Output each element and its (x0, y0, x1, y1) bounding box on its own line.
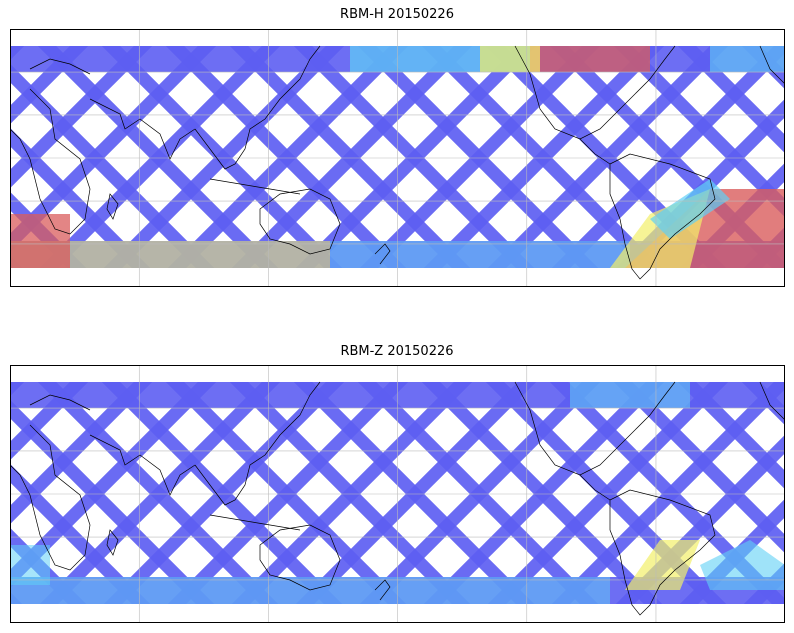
graticule (10, 29, 785, 287)
coastlines (10, 45, 785, 280)
intensity-patch (710, 46, 785, 72)
intensity-patch (570, 382, 690, 408)
coastline-path (609, 153, 716, 280)
coastline-path (579, 138, 611, 165)
intensity-patch (480, 46, 540, 72)
coastline-path (374, 579, 391, 601)
coastline-path (759, 381, 785, 421)
coastline-path (514, 381, 676, 476)
coastline-path (29, 58, 91, 75)
intensity-patch (625, 540, 700, 590)
intensity-patch (330, 241, 630, 268)
coastline-path (579, 474, 611, 501)
intensity-patch (10, 214, 70, 268)
intensity-patch (650, 179, 730, 239)
coastline-path (194, 45, 321, 170)
coastline-path (10, 88, 91, 235)
coastline-path (609, 489, 716, 616)
map-frame (10, 29, 785, 287)
intensity-patch (530, 46, 650, 72)
coastline-path (106, 193, 119, 220)
coastline-path (89, 98, 196, 160)
map-canvas-rbm-h (10, 29, 785, 287)
coastline-path (209, 514, 301, 531)
map-panel-rbm-h (10, 29, 785, 287)
coastline-path (759, 45, 785, 85)
coastline-path (194, 381, 321, 506)
coastline-path (89, 434, 196, 496)
coastline-path (209, 178, 301, 195)
coastline-path (514, 45, 676, 140)
intensity-patch (700, 540, 785, 590)
coastline-path (259, 188, 341, 255)
panel-title-rbm-h: RBM-H 20150226 (340, 7, 454, 22)
intensity-patch (10, 545, 50, 585)
graticule (10, 365, 785, 623)
coastlines (10, 381, 785, 616)
panel-title-rbm-z: RBM-Z 20150226 (340, 344, 454, 359)
map-panel-rbm-z (10, 365, 785, 623)
coastline-path (10, 424, 91, 571)
coastline-path (374, 243, 391, 265)
coastline-path (106, 529, 119, 556)
coastline-path (29, 394, 91, 411)
map-frame (10, 365, 785, 623)
intensity-patch (10, 577, 610, 604)
coastline-path (259, 524, 341, 591)
map-canvas-rbm-z (10, 365, 785, 623)
